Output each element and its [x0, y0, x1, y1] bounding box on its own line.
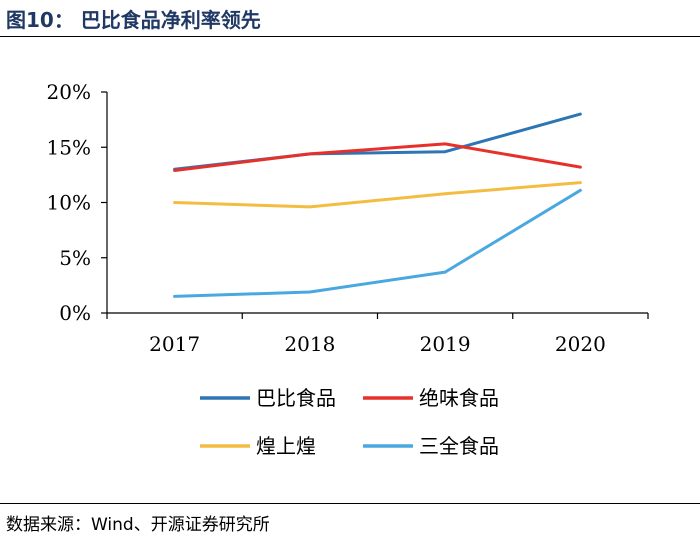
source-rule	[0, 503, 700, 504]
series-line	[173, 112, 582, 171]
x-tick-label: 2019	[420, 332, 471, 356]
legend-label: 三全食品	[419, 434, 499, 458]
legend-label: 巴比食品	[256, 386, 336, 410]
x-tick-label: 2017	[149, 332, 200, 356]
figure-title: 图10： 巴比食品净利率领先	[6, 8, 261, 32]
y-tick-label: 15%	[47, 135, 91, 159]
series-line	[173, 188, 582, 298]
source-note: 数据来源：Wind、开源证券研究所	[6, 515, 270, 535]
y-tick-label: 20%	[47, 80, 91, 104]
x-tick-label: 2018	[284, 332, 335, 356]
series-line	[173, 142, 582, 172]
line-chart: 0% 5% 10% 15% 20% 2017 2018 2019 2020 巴比食品 绝味食品煌上…	[47, 80, 649, 458]
y-tick-label: 5%	[59, 246, 91, 270]
legend-label: 煌上煌	[256, 434, 316, 458]
y-tick-label: 10%	[47, 191, 91, 215]
title-rule	[0, 36, 700, 37]
legend-label: 绝味食品	[419, 386, 499, 410]
x-tick-label: 2020	[555, 332, 606, 356]
y-tick-label: 0%	[59, 301, 91, 325]
series-line	[173, 181, 582, 209]
